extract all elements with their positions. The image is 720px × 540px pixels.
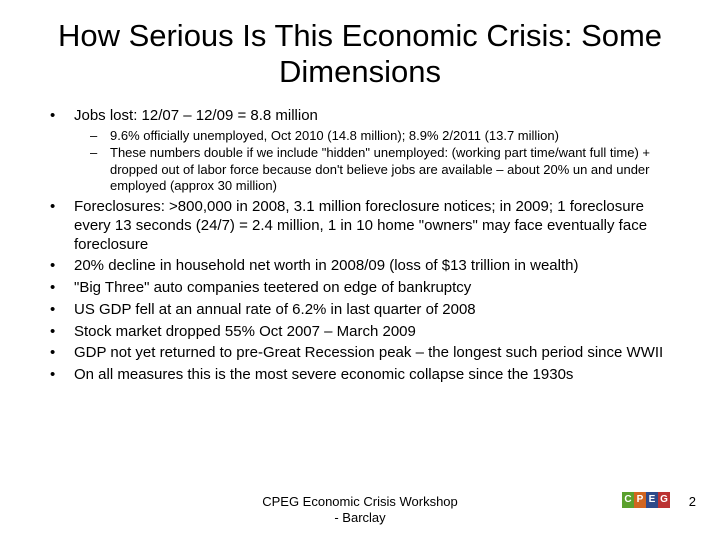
sub-bullet-item: These numbers double if we include "hidd… <box>74 145 680 194</box>
cpeg-logo-icon: CPEG <box>622 492 674 510</box>
slide-footer: CPEG Economic Crisis Workshop - Barclay … <box>0 494 720 526</box>
bullet-text: On all measures this is the most severe … <box>74 366 573 383</box>
bullet-text: GDP not yet returned to pre-Great Recess… <box>74 344 663 361</box>
bullet-text: US GDP fell at an annual rate of 6.2% in… <box>74 301 476 318</box>
footer-line2: - Barclay <box>334 510 385 525</box>
bullet-text: Foreclosures: >800,000 in 2008, 3.1 mill… <box>74 198 647 253</box>
bullet-item: GDP not yet returned to pre-Great Recess… <box>40 344 680 363</box>
bullet-item: US GDP fell at an annual rate of 6.2% in… <box>40 301 680 320</box>
slide-body: Jobs lost: 12/07 – 12/09 = 8.8 million 9… <box>40 107 680 385</box>
bullet-item: Foreclosures: >800,000 in 2008, 3.1 mill… <box>40 198 680 254</box>
logo-letter-c: C <box>622 492 634 508</box>
bullet-text: "Big Three" auto companies teetered on e… <box>74 279 471 296</box>
slide-title: How Serious Is This Economic Crisis: Som… <box>40 18 680 89</box>
bullet-item: "Big Three" auto companies teetered on e… <box>40 279 680 298</box>
bullet-item: 20% decline in household net worth in 20… <box>40 257 680 276</box>
bullet-item: Stock market dropped 55% Oct 2007 – Marc… <box>40 323 680 342</box>
bullet-text: 20% decline in household net worth in 20… <box>74 257 578 274</box>
sub-bullet-item: 9.6% officially unemployed, Oct 2010 (14… <box>74 128 680 144</box>
bullet-item: Jobs lost: 12/07 – 12/09 = 8.8 million 9… <box>40 107 680 194</box>
bullet-item: On all measures this is the most severe … <box>40 366 680 385</box>
sub-bullet-text: These numbers double if we include "hidd… <box>110 145 650 193</box>
logo-letter-p: P <box>634 492 646 508</box>
footer-center-text: CPEG Economic Crisis Workshop - Barclay <box>262 494 458 525</box>
bullet-text: Stock market dropped 55% Oct 2007 – Marc… <box>74 323 416 340</box>
logo-letter-g: G <box>658 492 670 508</box>
logo-letter-e: E <box>646 492 658 508</box>
sub-bullet-list: 9.6% officially unemployed, Oct 2010 (14… <box>74 128 680 194</box>
page-number: 2 <box>689 494 696 509</box>
bullet-list: Jobs lost: 12/07 – 12/09 = 8.8 million 9… <box>40 107 680 385</box>
footer-line1: CPEG Economic Crisis Workshop <box>262 494 458 509</box>
slide: How Serious Is This Economic Crisis: Som… <box>0 0 720 540</box>
sub-bullet-text: 9.6% officially unemployed, Oct 2010 (14… <box>110 128 559 143</box>
bullet-text: Jobs lost: 12/07 – 12/09 = 8.8 million <box>74 107 318 124</box>
